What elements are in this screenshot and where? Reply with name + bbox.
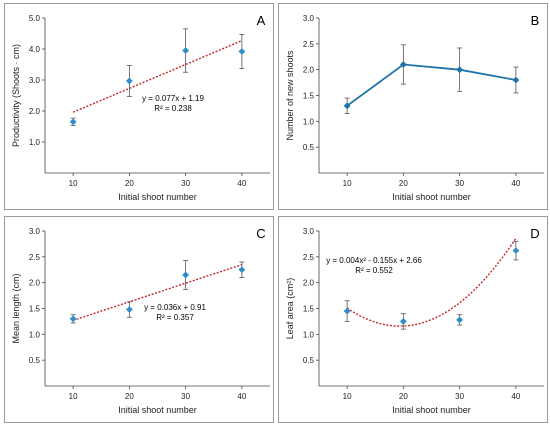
x-tick-label: 10	[69, 392, 78, 401]
y-tick-label: 0.5	[303, 356, 315, 365]
y-tick-label: 1.5	[29, 305, 41, 314]
x-tick-label: 40	[237, 392, 246, 401]
x-tick-label: 10	[69, 179, 78, 188]
y-tick-label: 5.0	[29, 14, 41, 23]
y-tick-label: 2.0	[303, 66, 315, 75]
y-tick-label: 3.0	[303, 14, 315, 23]
trend-equation: y = 0.004x² - 0.155x + 2.66	[326, 256, 422, 265]
y-axis-title: Productivity (Shoots · cm)	[11, 44, 21, 147]
y-axis-title: Leaf area (cm²)	[285, 278, 295, 340]
chart-svg-d: 0.5 1.0 1.5 2.0 2.5 3.0 10 20 30 40 Initial shoot …	[285, 226, 544, 415]
data-point	[512, 76, 520, 84]
data-point	[343, 307, 351, 315]
x-tick-label: 20	[399, 179, 408, 188]
x-axis-title: Initial shoot number	[392, 405, 471, 415]
panel-letter: D	[530, 226, 539, 241]
y-tick-label: 3.0	[303, 227, 315, 236]
data-point	[399, 318, 407, 325]
series-line	[346, 63, 517, 107]
x-tick-label: 40	[511, 392, 520, 401]
data-point	[182, 47, 190, 54]
chart-svg-c: 0.5 1.0 1.5 2.0 2.5 3.0 10 20 30 40 Initial shoot …	[11, 226, 270, 415]
x-tick-label: 40	[511, 179, 520, 188]
data-point	[182, 271, 190, 279]
y-tick-label: 1.0	[29, 138, 41, 147]
y-tick-label: 4.0	[29, 45, 41, 54]
data-point	[238, 48, 246, 55]
data-point	[125, 306, 133, 313]
trend-r2: R² = 0.552	[355, 266, 393, 275]
trend-line	[72, 39, 243, 113]
x-tick-label: 30	[455, 392, 464, 401]
y-tick-label: 0.5	[29, 356, 41, 365]
y-tick-label: 2.0	[29, 107, 41, 116]
x-tick-label: 40	[237, 179, 246, 188]
trend-line	[346, 237, 517, 327]
x-axis-title: Initial shoot number	[118, 405, 197, 415]
chart-panel-b: 0.5 1.0 1.5 2.0 2.5 3.0 10 20 30 40 Initial shoot …	[278, 3, 548, 210]
trend-equation: y = 0.077x + 1.19	[142, 94, 204, 103]
chart-panel-a: 1.0 2.0 3.0 4.0 5.0 10 20 30 40 Initial shoot num…	[4, 3, 274, 210]
chart-panel-c: 0.5 1.0 1.5 2.0 2.5 3.0 10 20 30 40 Initial shoot …	[4, 216, 274, 423]
y-tick-label: 0.5	[303, 143, 315, 152]
data-point	[456, 66, 464, 74]
y-tick-label: 2.0	[29, 279, 41, 288]
chart-svg-b: 0.5 1.0 1.5 2.0 2.5 3.0 10 20 30 40 Initial shoot …	[285, 13, 544, 202]
trend-equation: y = 0.036x + 0.91	[144, 303, 206, 312]
y-tick-label: 1.0	[303, 117, 315, 126]
x-tick-label: 10	[343, 392, 352, 401]
chart-svg-a: 1.0 2.0 3.0 4.0 5.0 10 20 30 40 Initial shoot num…	[11, 13, 270, 202]
y-tick-label: 1.5	[303, 305, 315, 314]
y-tick-label: 2.5	[303, 253, 315, 262]
x-tick-label: 20	[399, 392, 408, 401]
x-tick-label: 30	[455, 179, 464, 188]
x-axis-title: Initial shoot number	[118, 192, 197, 202]
y-tick-label: 3.0	[29, 76, 41, 85]
data-point	[125, 77, 133, 85]
y-axis-title: Mean length (cm)	[11, 273, 21, 343]
panel-letter: B	[531, 13, 540, 28]
y-tick-label: 2.0	[303, 279, 315, 288]
x-tick-label: 30	[181, 392, 190, 401]
x-tick-label: 20	[125, 392, 134, 401]
x-axis-title: Initial shoot number	[392, 192, 471, 202]
trend-r2: R² = 0.238	[154, 104, 192, 113]
y-tick-label: 1.5	[303, 92, 315, 101]
y-tick-label: 1.0	[29, 330, 41, 339]
y-tick-label: 3.0	[29, 227, 41, 236]
x-tick-label: 20	[125, 179, 134, 188]
data-point	[69, 315, 77, 323]
y-tick-label: 2.5	[303, 40, 315, 49]
y-tick-label: 2.5	[29, 253, 41, 262]
x-tick-label: 30	[181, 179, 190, 188]
x-tick-label: 10	[343, 179, 352, 188]
panel-letter: A	[257, 13, 266, 28]
data-point	[456, 316, 464, 324]
trend-r2: R² = 0.357	[156, 313, 194, 322]
y-axis-title: Number of new shoots	[285, 50, 295, 141]
trend-line	[72, 263, 243, 322]
data-point	[238, 266, 246, 274]
panel-letter: C	[256, 226, 265, 241]
chart-panel-d: 0.5 1.0 1.5 2.0 2.5 3.0 10 20 30 40 Initial shoot …	[278, 216, 548, 423]
data-point	[512, 247, 520, 255]
y-tick-label: 1.0	[303, 330, 315, 339]
data-point	[69, 118, 77, 126]
